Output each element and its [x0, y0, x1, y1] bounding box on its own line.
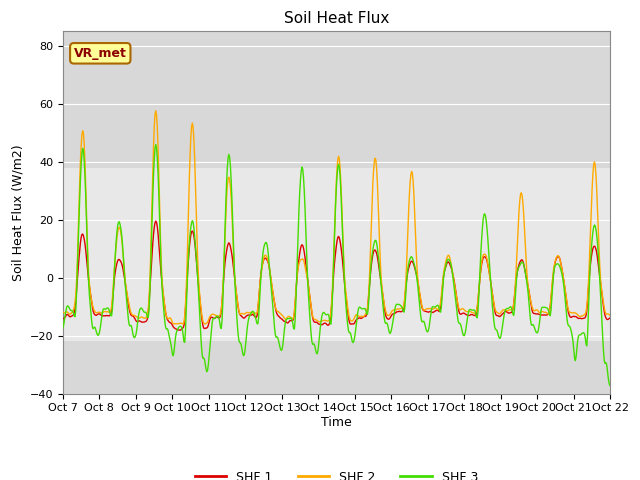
Legend: SHF 1, SHF 2, SHF 3: SHF 1, SHF 2, SHF 3 — [190, 466, 483, 480]
Title: Soil Heat Flux: Soil Heat Flux — [284, 11, 389, 26]
Y-axis label: Soil Heat Flux (W/m2): Soil Heat Flux (W/m2) — [11, 144, 24, 281]
X-axis label: Time: Time — [321, 416, 352, 429]
Bar — [63, 168, 611, 341]
Text: VR_met: VR_met — [74, 47, 127, 60]
